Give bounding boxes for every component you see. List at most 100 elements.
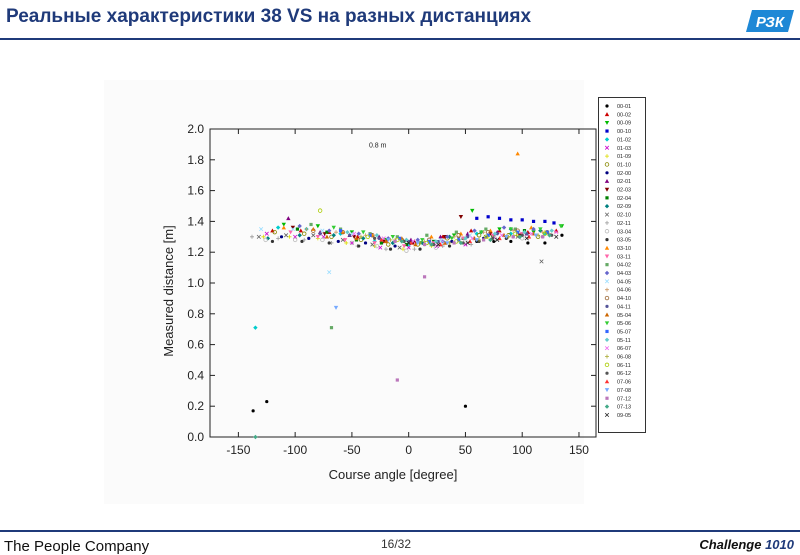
data-point <box>383 239 389 244</box>
legend-label: 01-02 <box>617 137 631 143</box>
data-point <box>425 233 429 237</box>
data-point <box>520 233 524 237</box>
data-point <box>331 233 336 238</box>
data-point <box>458 240 464 246</box>
legend-entries: 00-01 00-02 00-09 00-10 01-02 01-03 01-09 01-10… <box>604 104 631 419</box>
data-point <box>363 241 368 245</box>
data-point <box>338 229 343 233</box>
data-point <box>325 230 329 234</box>
legend-label: 03-10 <box>617 246 631 252</box>
data-point <box>356 231 361 236</box>
data-point <box>292 237 298 243</box>
data-point <box>297 233 302 238</box>
data-point <box>333 305 339 310</box>
legend-label: 05-11 <box>617 338 631 344</box>
legend-label: 03-04 <box>617 229 631 235</box>
data-point <box>539 259 544 264</box>
data-point <box>327 228 332 233</box>
data-point <box>531 219 536 223</box>
data-point <box>331 225 336 230</box>
data-point <box>470 208 475 213</box>
data-point <box>472 228 477 233</box>
data-point <box>531 226 536 232</box>
data-point <box>501 225 507 230</box>
data-point <box>427 239 431 244</box>
data-point <box>470 236 475 241</box>
legend-marker <box>604 137 610 142</box>
data-point <box>552 221 556 225</box>
data-point <box>361 230 366 235</box>
data-point <box>529 231 534 236</box>
data-point <box>383 247 388 252</box>
data-point <box>395 378 399 382</box>
data-point <box>422 242 427 247</box>
data-point <box>250 234 255 239</box>
data-point <box>509 239 513 244</box>
data-point <box>279 235 284 239</box>
data-point <box>429 234 434 239</box>
legend-label: 02-01 <box>617 179 631 185</box>
data-point <box>317 208 323 213</box>
data-point <box>320 228 325 233</box>
data-point <box>388 247 393 251</box>
data-point <box>458 215 464 219</box>
data-point <box>327 270 332 275</box>
x-tick-label: -50 <box>343 443 361 457</box>
legend-label: 06-08 <box>617 355 631 361</box>
data-point <box>483 234 489 239</box>
legend-marker <box>604 362 610 368</box>
data-point <box>386 242 391 247</box>
data-point <box>374 243 380 249</box>
data-point <box>357 244 361 248</box>
legend-marker <box>604 295 610 301</box>
legend-marker <box>604 279 610 284</box>
data-point <box>488 237 493 243</box>
data-point <box>295 227 300 231</box>
data-point <box>520 218 524 222</box>
data-point <box>415 237 420 243</box>
data-point <box>354 236 359 241</box>
data-point <box>497 227 502 232</box>
legend-label: 04-05 <box>617 279 631 285</box>
data-point <box>422 275 427 279</box>
data-point <box>336 239 340 244</box>
legend-label: 02-04 <box>617 196 631 202</box>
data-point <box>433 245 439 250</box>
data-point <box>554 234 559 239</box>
y-tick-label: 0.0 <box>187 430 204 444</box>
data-point <box>454 230 458 234</box>
data-point <box>445 241 450 246</box>
legend-marker <box>604 162 610 167</box>
data-point <box>511 228 516 233</box>
legend-label: 00-01 <box>617 104 631 110</box>
data-point <box>351 235 357 239</box>
x-tick-label: 50 <box>459 443 473 457</box>
data-point <box>495 232 499 236</box>
data-point <box>401 247 405 252</box>
data-point <box>287 234 292 239</box>
legend-marker <box>604 321 610 326</box>
footer-brand-word: Challenge <box>699 537 762 552</box>
data-point <box>297 223 302 229</box>
data-point <box>497 216 502 220</box>
legend-label: 06-12 <box>617 371 631 377</box>
x-tick-label: 100 <box>512 443 532 457</box>
data-point <box>344 240 349 245</box>
legend-marker <box>604 212 610 217</box>
data-point <box>263 237 268 243</box>
data-point <box>420 238 425 243</box>
footer-divider <box>0 530 800 532</box>
data-point <box>447 244 452 248</box>
data-point <box>265 399 269 404</box>
legend-label: 03-05 <box>617 238 631 244</box>
data-point <box>463 404 468 408</box>
data-point <box>542 231 548 236</box>
data-point <box>286 216 291 221</box>
legend-marker <box>604 254 610 259</box>
legend-marker <box>604 346 610 351</box>
data-point <box>374 233 380 238</box>
y-tick-label: 0.4 <box>187 368 204 382</box>
x-tick-label: 0 <box>405 443 412 457</box>
legend-marker <box>605 287 609 292</box>
data-point <box>484 227 488 231</box>
